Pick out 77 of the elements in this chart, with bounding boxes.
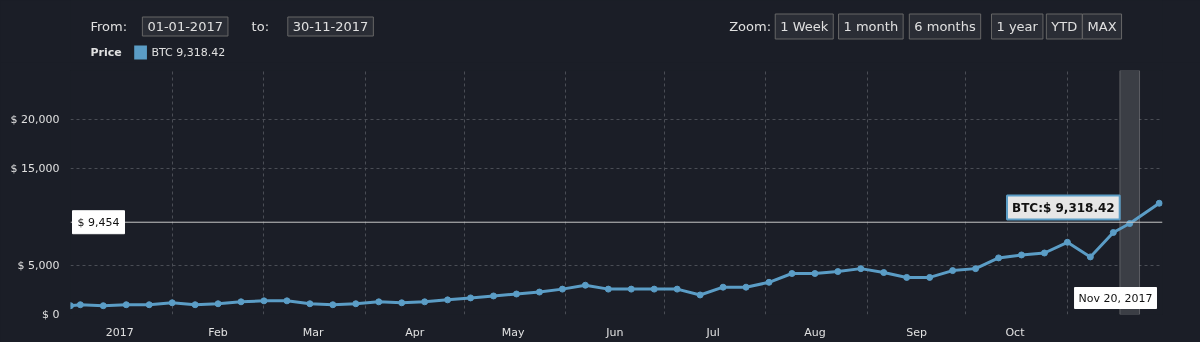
point: [650, 285, 658, 293]
point: [558, 285, 566, 293]
text: 1 month: [843, 19, 899, 34]
annotation: BTC:$ 9,318.42: [1012, 200, 1115, 215]
point: [1109, 229, 1117, 237]
text: From:: [90, 19, 128, 34]
x-tick-label: Sep: [906, 325, 927, 339]
x-tick-label: Aug: [804, 325, 826, 339]
point: [467, 294, 475, 302]
text: MAX: [1087, 19, 1117, 34]
point: [696, 291, 704, 299]
point: [811, 270, 819, 277]
legend-label: BTC 9,318.42: [151, 46, 226, 59]
point: [880, 269, 888, 277]
point: [604, 285, 612, 293]
point: [122, 301, 130, 309]
point: [857, 265, 865, 273]
point: [673, 285, 681, 293]
x-tick-label: May: [501, 325, 526, 339]
text: 1 Week: [780, 19, 829, 34]
x-tick-label: Feb: [208, 325, 228, 339]
point: [627, 285, 635, 293]
text: 6 months: [914, 19, 976, 34]
point: [352, 300, 360, 308]
point: [834, 268, 842, 276]
point: [76, 301, 84, 309]
point: [535, 288, 543, 296]
point: [444, 296, 452, 304]
text: 01-01-2017: [147, 19, 223, 34]
y-tick-label: $ 5,000: [17, 259, 60, 273]
point: [1017, 251, 1025, 259]
x-tick-label: Apr: [405, 325, 425, 339]
point: [421, 298, 429, 306]
point: [306, 300, 314, 308]
annotation: Nov 20, 2017: [1078, 291, 1153, 305]
point: [1040, 249, 1048, 257]
point: [719, 283, 727, 291]
point: [903, 273, 911, 281]
text: Zoom:: [729, 19, 772, 34]
text: YTD: [1050, 19, 1078, 34]
point: [375, 298, 383, 306]
point: [581, 281, 589, 289]
x-tick-label: Mar: [302, 325, 325, 339]
legend-title: Price: [90, 46, 122, 59]
text: 30-11-2017: [292, 19, 369, 34]
point: [260, 297, 268, 305]
point: [214, 300, 222, 308]
text: to:: [251, 19, 270, 34]
ref-line-label: $ 9,454: [77, 215, 120, 229]
point: [742, 283, 750, 291]
point: [765, 278, 773, 286]
point: [99, 302, 107, 310]
y-tick-label: $ 15,000: [10, 161, 60, 175]
point: [1086, 253, 1094, 261]
x-tick-label: Oct: [1005, 325, 1026, 339]
point: [788, 270, 796, 277]
x-tick-label: Jul: [705, 325, 720, 339]
y-tick-label: $ 0: [42, 308, 60, 321]
point: [283, 297, 291, 305]
x-tick-label: 2017: [105, 325, 134, 339]
point: [168, 299, 176, 307]
point: [237, 298, 245, 306]
text: 1 year: [996, 19, 1039, 34]
point: [926, 273, 934, 281]
point: [329, 301, 337, 309]
point: [972, 265, 980, 273]
y-tick-label: $ 20,000: [10, 112, 60, 126]
point: [191, 301, 199, 309]
x-tick-label: Jun: [605, 325, 624, 339]
point: [398, 299, 406, 307]
point: [145, 301, 153, 309]
point: [512, 290, 520, 298]
point: [1155, 199, 1163, 207]
point: [490, 292, 498, 300]
point: [1063, 238, 1071, 246]
point: [949, 267, 957, 275]
point: [995, 254, 1003, 262]
